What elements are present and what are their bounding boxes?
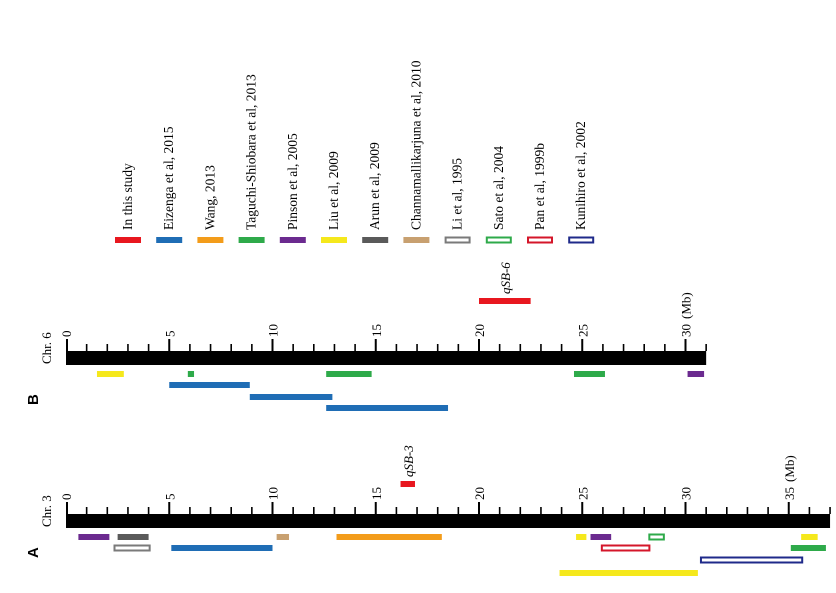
- interval-bar: [326, 371, 372, 377]
- legend-swatch: [403, 237, 430, 243]
- interval-bar: [249, 394, 333, 400]
- interval-bar: [336, 534, 442, 540]
- legend-item: Kunihiro et al, 2002: [568, 121, 595, 244]
- tick-label: 10: [266, 324, 281, 337]
- tick-label: 30: [679, 487, 694, 500]
- interval-bar: [573, 371, 605, 377]
- interval-bar: [559, 570, 698, 576]
- legend-item: Pinson et al, 2005: [279, 133, 306, 243]
- legend-label: Taguchi-Shiobara et al, 2013: [244, 74, 259, 230]
- legend-swatch: [527, 236, 553, 244]
- legend-label: Pinson et al, 2005: [285, 133, 300, 230]
- interval-bar: [648, 533, 665, 541]
- legend-label: Sato et al, 2004: [491, 146, 506, 230]
- legend-swatch: [321, 237, 347, 243]
- legend-item: Channamallikarjuna et al, 2010: [403, 60, 430, 243]
- unit-label: (Mb): [679, 292, 694, 319]
- legend-item: Wang, 2013: [197, 165, 224, 243]
- interval-bar: [169, 382, 250, 388]
- interval-bar: [117, 534, 149, 540]
- interval-bar: [276, 534, 290, 540]
- legend-label: Pan et al, 1999b: [532, 143, 547, 230]
- interval-bar: [96, 371, 124, 377]
- interval-bar: [600, 544, 651, 552]
- legend-label: Kunihiro et al, 2002: [573, 121, 588, 230]
- interval-bar: [699, 556, 804, 564]
- interval-bar: [113, 544, 151, 552]
- chromosome-panels: B Chr. 6 0 5 10 15 20 25 30 (Mb) qSB-6 A Chr. 3 0 5 10 1…: [25, 262, 831, 576]
- legend-item: Pan et al, 1999b: [527, 143, 553, 244]
- interval-bar: [576, 534, 587, 540]
- interval-bar: [326, 405, 449, 411]
- legend-item: In this study: [115, 163, 141, 243]
- panel-label: A: [25, 547, 42, 558]
- legend-swatch: [238, 237, 265, 243]
- legend-swatch: [156, 237, 183, 243]
- legend-swatch: [444, 236, 471, 244]
- legend-swatch: [197, 237, 224, 243]
- legend-swatch: [279, 237, 306, 243]
- tick-label: 5: [162, 331, 177, 338]
- tick-label: 15: [369, 487, 384, 500]
- tick-label: 0: [59, 331, 74, 338]
- tick-label: 25: [575, 487, 590, 500]
- interval-bar: [687, 371, 705, 377]
- legend-label: Channamallikarjuna et al, 2010: [408, 60, 423, 230]
- legend-swatch: [568, 236, 595, 244]
- interval-bar: [187, 371, 195, 377]
- tick-label: 0: [59, 494, 74, 501]
- tick-label: 20: [472, 324, 487, 337]
- qtl-bar: [479, 298, 531, 304]
- legend-label: Arun et al, 2009: [367, 142, 382, 230]
- qtl-label: qSB-3: [401, 445, 416, 477]
- unit-label: (Mb): [782, 455, 797, 482]
- tick-label: 5: [162, 494, 177, 501]
- tick-label: 35: [782, 487, 797, 500]
- chromosome-panel: A Chr. 3 0 5 10 15 20 25 30 35 (Mb) qSB-3: [25, 445, 831, 576]
- chromosome-bar: [66, 351, 707, 365]
- legend-label: Liu et al, 2009: [326, 151, 341, 230]
- legend-swatch: [362, 237, 389, 243]
- interval-bar: [801, 534, 818, 540]
- legend-label: Wang, 2013: [202, 165, 217, 230]
- legend-label: Li et al, 1995: [450, 158, 465, 230]
- chromosome-label: Chr. 6: [39, 332, 54, 364]
- interval-bar: [590, 534, 612, 540]
- tick-label: 10: [266, 487, 281, 500]
- chromosome-bar: [66, 514, 831, 528]
- legend-item: Taguchi-Shiobara et al, 2013: [238, 74, 265, 243]
- legend: In this study Eizenga et al, 2015 Wang, 20…: [115, 60, 595, 244]
- chromosome-panel: B Chr. 6 0 5 10 15 20 25 30 (Mb) qSB-6: [25, 262, 707, 411]
- legend-label: Eizenga et al, 2015: [161, 126, 176, 230]
- interval-bar: [78, 534, 110, 540]
- legend-item: Sato et al, 2004: [485, 146, 512, 244]
- legend-swatch: [485, 236, 512, 244]
- tick-label: 25: [575, 324, 590, 337]
- legend-swatch: [115, 237, 141, 243]
- tick-label: 20: [472, 487, 487, 500]
- tick-label: 15: [369, 324, 384, 337]
- tick-label: 30: [679, 324, 694, 337]
- legend-label: In this study: [120, 163, 135, 230]
- legend-item: Liu et al, 2009: [321, 151, 347, 243]
- chromosome-label: Chr. 3: [39, 495, 54, 527]
- panel-label: B: [25, 394, 42, 405]
- legend-item: Arun et al, 2009: [362, 142, 389, 243]
- legend-item: Eizenga et al, 2015: [156, 126, 183, 243]
- qtl-bar: [400, 481, 415, 487]
- legend-item: Li et al, 1995: [444, 158, 471, 244]
- interval-bar: [171, 545, 273, 551]
- interval-bar: [790, 545, 826, 551]
- qtl-label: qSB-6: [498, 262, 513, 294]
